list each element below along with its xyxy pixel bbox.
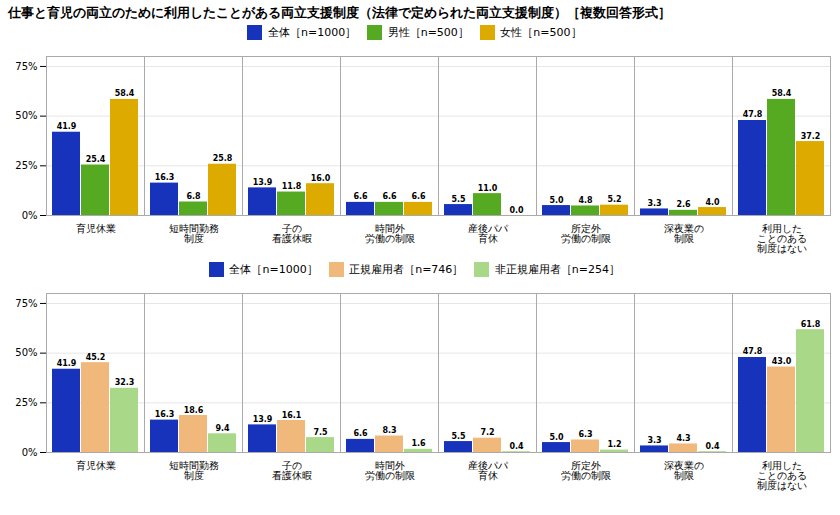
svg-text:16.1: 16.1 — [282, 411, 302, 420]
svg-text:7.5: 7.5 — [313, 428, 328, 437]
html-text:仕事と育児の両立のために利用したことがある両立支援制度（法律: 仕事と育児の両立のために利用したことがある両立支援制度（法律で定められた両立支援… — [8, 5, 671, 20]
svg-text:時間外労働の制限: 時間外労働の制限 — [365, 223, 415, 244]
svg-text:1.2: 1.2 — [607, 440, 621, 449]
html-text:全体［n=1000］: 全体［n=1000］ — [229, 262, 318, 276]
svg-text:16.0: 16.0 — [311, 174, 331, 183]
svg-text:0.4: 0.4 — [705, 442, 720, 451]
html-text:女性［n=500］: 女性［n=500］ — [500, 25, 582, 39]
svg-text:産後パパ育休: 産後パパ育休 — [468, 223, 509, 244]
svg-text:18.6: 18.6 — [184, 406, 204, 415]
svg-text:50%: 50% — [15, 347, 37, 358]
svg-text:75%: 75% — [15, 298, 37, 309]
svg-text:所定外労働の制限: 所定外労働の制限 — [561, 223, 611, 244]
svg-text:58.4: 58.4 — [772, 89, 792, 98]
svg-text:利用したことのある制度はない: 利用したことのある制度はない — [757, 460, 807, 491]
svg-text:1.6: 1.6 — [411, 439, 426, 448]
svg-text:7.2: 7.2 — [480, 428, 494, 437]
svg-text:子の看護休暇: 子の看護休暇 — [272, 223, 312, 244]
svg-text:37.2: 37.2 — [801, 132, 821, 141]
svg-text:16.3: 16.3 — [155, 173, 175, 182]
svg-text:2.6: 2.6 — [676, 200, 691, 209]
svg-text:0%: 0% — [22, 210, 38, 221]
svg-text:25.4: 25.4 — [86, 155, 106, 164]
svg-text:4.0: 4.0 — [705, 198, 720, 207]
svg-text:短時間勤務制度: 短時間勤務制度 — [169, 223, 219, 244]
svg-text:6.3: 6.3 — [578, 430, 592, 439]
svg-text:25.8: 25.8 — [213, 154, 233, 163]
svg-text:6.6: 6.6 — [353, 192, 368, 201]
svg-text:13.9: 13.9 — [253, 178, 273, 187]
svg-text:11.8: 11.8 — [282, 182, 302, 191]
svg-text:0%: 0% — [22, 447, 38, 458]
svg-text:47.8: 47.8 — [743, 347, 763, 356]
svg-text:6.8: 6.8 — [186, 192, 201, 201]
svg-text:50%: 50% — [15, 110, 37, 121]
svg-text:16.3: 16.3 — [155, 410, 175, 419]
svg-text:子の看護休暇: 子の看護休暇 — [272, 460, 312, 481]
svg-text:32.3: 32.3 — [115, 378, 135, 387]
svg-text:45.2: 45.2 — [86, 353, 106, 362]
svg-text:産後パパ育休: 産後パパ育休 — [468, 460, 509, 481]
svg-text:4.8: 4.8 — [578, 196, 593, 205]
html-text:男性［n=500］: 男性［n=500］ — [387, 25, 469, 39]
svg-text:25%: 25% — [15, 397, 37, 408]
svg-text:5.5: 5.5 — [451, 195, 466, 204]
svg-text:短時間勤務制度: 短時間勤務制度 — [169, 460, 219, 481]
svg-text:6.6: 6.6 — [382, 192, 397, 201]
svg-text:3.3: 3.3 — [647, 436, 661, 445]
svg-text:25%: 25% — [15, 160, 37, 171]
html-text:非正規雇用者［n=254］: 非正規雇用者［n=254］ — [494, 262, 620, 276]
svg-text:育児休業: 育児休業 — [76, 223, 116, 234]
svg-text:0.0: 0.0 — [509, 206, 524, 215]
svg-text:9.4: 9.4 — [215, 424, 230, 433]
svg-text:11.0: 11.0 — [478, 184, 498, 193]
svg-text:41.9: 41.9 — [57, 359, 77, 368]
svg-text:5.2: 5.2 — [607, 195, 621, 204]
svg-text:43.0: 43.0 — [772, 357, 792, 366]
svg-text:75%: 75% — [15, 61, 37, 72]
svg-text:41.9: 41.9 — [57, 122, 77, 131]
svg-text:8.3: 8.3 — [382, 426, 396, 435]
svg-text:時間外労働の制限: 時間外労働の制限 — [365, 460, 415, 481]
svg-text:深夜業の制限: 深夜業の制限 — [664, 460, 704, 481]
svg-text:6.6: 6.6 — [411, 192, 426, 201]
html-text:正規雇用者［n=746］: 正規雇用者［n=746］ — [349, 262, 464, 276]
svg-text:6.6: 6.6 — [353, 429, 368, 438]
svg-text:深夜業の制限: 深夜業の制限 — [664, 223, 704, 244]
svg-text:利用したことのある制度はない: 利用したことのある制度はない — [757, 223, 807, 254]
html-text:全体［n=1000］: 全体［n=1000］ — [268, 25, 357, 39]
svg-text:4.3: 4.3 — [676, 434, 690, 443]
svg-text:育児休業: 育児休業 — [76, 460, 116, 471]
svg-text:3.3: 3.3 — [647, 199, 661, 208]
svg-text:5.0: 5.0 — [549, 433, 564, 442]
svg-text:5.0: 5.0 — [549, 196, 564, 205]
svg-text:13.9: 13.9 — [253, 415, 273, 424]
svg-text:58.4: 58.4 — [115, 89, 135, 98]
svg-text:0.4: 0.4 — [509, 442, 524, 451]
svg-text:所定外労働の制限: 所定外労働の制限 — [561, 460, 611, 481]
svg-text:5.5: 5.5 — [451, 432, 466, 441]
svg-text:61.8: 61.8 — [801, 320, 821, 329]
svg-text:47.8: 47.8 — [743, 110, 763, 119]
